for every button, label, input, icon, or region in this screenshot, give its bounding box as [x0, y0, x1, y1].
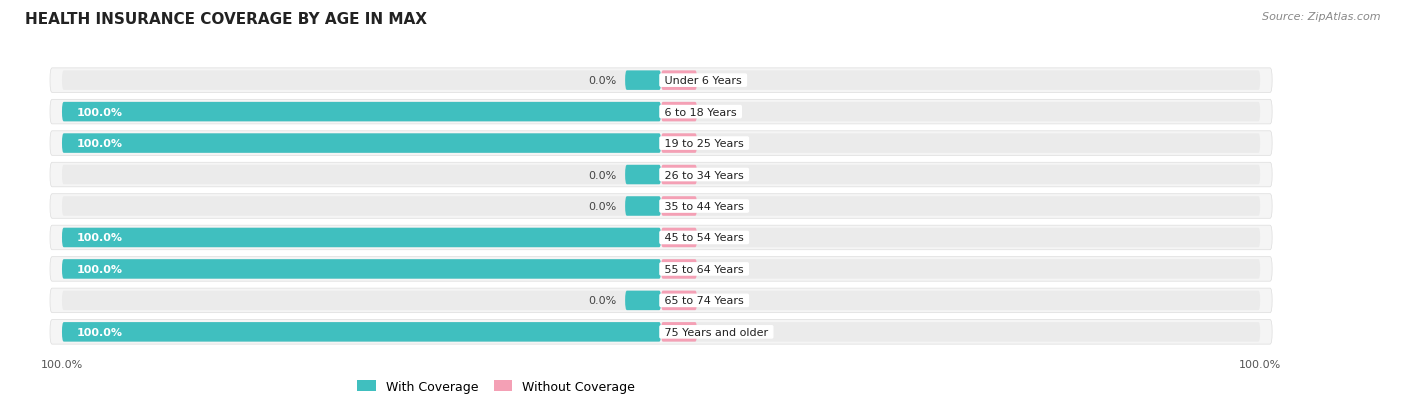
- FancyBboxPatch shape: [661, 165, 1260, 185]
- Text: 6 to 18 Years: 6 to 18 Years: [661, 107, 740, 117]
- Text: Source: ZipAtlas.com: Source: ZipAtlas.com: [1263, 12, 1381, 22]
- Text: 0.0%: 0.0%: [706, 264, 734, 274]
- Text: 55 to 64 Years: 55 to 64 Years: [661, 264, 747, 274]
- Text: 0.0%: 0.0%: [588, 170, 616, 180]
- FancyBboxPatch shape: [661, 102, 697, 122]
- Text: 65 to 74 Years: 65 to 74 Years: [661, 296, 748, 306]
- FancyBboxPatch shape: [661, 134, 697, 154]
- FancyBboxPatch shape: [661, 259, 697, 279]
- Text: 100.0%: 100.0%: [77, 233, 122, 243]
- FancyBboxPatch shape: [62, 228, 661, 248]
- Text: Under 6 Years: Under 6 Years: [661, 76, 745, 86]
- Text: 0.0%: 0.0%: [706, 76, 734, 86]
- Text: 0.0%: 0.0%: [588, 296, 616, 306]
- FancyBboxPatch shape: [51, 100, 1272, 125]
- Text: 100.0%: 100.0%: [77, 327, 122, 337]
- FancyBboxPatch shape: [62, 134, 661, 154]
- FancyBboxPatch shape: [51, 163, 1272, 188]
- FancyBboxPatch shape: [661, 134, 1260, 154]
- FancyBboxPatch shape: [661, 165, 697, 185]
- FancyBboxPatch shape: [661, 291, 697, 311]
- Text: 0.0%: 0.0%: [588, 76, 616, 86]
- FancyBboxPatch shape: [62, 291, 661, 311]
- FancyBboxPatch shape: [51, 288, 1272, 313]
- Text: 100.0%: 100.0%: [77, 264, 122, 274]
- Text: 0.0%: 0.0%: [706, 202, 734, 211]
- FancyBboxPatch shape: [62, 197, 661, 216]
- FancyBboxPatch shape: [62, 102, 661, 122]
- FancyBboxPatch shape: [51, 69, 1272, 93]
- FancyBboxPatch shape: [661, 197, 697, 216]
- FancyBboxPatch shape: [62, 322, 661, 342]
- Text: 26 to 34 Years: 26 to 34 Years: [661, 170, 748, 180]
- FancyBboxPatch shape: [51, 225, 1272, 250]
- FancyBboxPatch shape: [626, 71, 661, 91]
- FancyBboxPatch shape: [661, 71, 1260, 91]
- Text: 35 to 44 Years: 35 to 44 Years: [661, 202, 748, 211]
- FancyBboxPatch shape: [62, 165, 661, 185]
- FancyBboxPatch shape: [62, 228, 661, 248]
- Text: 100.0%: 100.0%: [77, 139, 122, 149]
- FancyBboxPatch shape: [626, 165, 661, 185]
- FancyBboxPatch shape: [51, 320, 1272, 344]
- FancyBboxPatch shape: [51, 257, 1272, 282]
- FancyBboxPatch shape: [661, 71, 697, 91]
- FancyBboxPatch shape: [51, 194, 1272, 219]
- FancyBboxPatch shape: [51, 131, 1272, 156]
- FancyBboxPatch shape: [626, 291, 661, 311]
- FancyBboxPatch shape: [661, 259, 1260, 279]
- FancyBboxPatch shape: [62, 134, 661, 154]
- FancyBboxPatch shape: [62, 322, 661, 342]
- Text: 0.0%: 0.0%: [706, 296, 734, 306]
- Text: HEALTH INSURANCE COVERAGE BY AGE IN MAX: HEALTH INSURANCE COVERAGE BY AGE IN MAX: [25, 12, 427, 27]
- Text: 100.0%: 100.0%: [1239, 359, 1281, 369]
- Text: 0.0%: 0.0%: [706, 327, 734, 337]
- FancyBboxPatch shape: [661, 102, 1260, 122]
- FancyBboxPatch shape: [661, 228, 1260, 248]
- Text: 100.0%: 100.0%: [77, 107, 122, 117]
- Text: 100.0%: 100.0%: [41, 359, 83, 369]
- FancyBboxPatch shape: [661, 291, 1260, 311]
- Text: 0.0%: 0.0%: [706, 107, 734, 117]
- FancyBboxPatch shape: [62, 102, 661, 122]
- Text: 45 to 54 Years: 45 to 54 Years: [661, 233, 748, 243]
- Text: 75 Years and older: 75 Years and older: [661, 327, 772, 337]
- Text: 0.0%: 0.0%: [706, 139, 734, 149]
- Text: 0.0%: 0.0%: [588, 202, 616, 211]
- FancyBboxPatch shape: [626, 197, 661, 216]
- FancyBboxPatch shape: [661, 322, 697, 342]
- Text: 19 to 25 Years: 19 to 25 Years: [661, 139, 748, 149]
- FancyBboxPatch shape: [62, 71, 661, 91]
- FancyBboxPatch shape: [661, 228, 697, 248]
- FancyBboxPatch shape: [62, 259, 661, 279]
- Text: 0.0%: 0.0%: [706, 233, 734, 243]
- FancyBboxPatch shape: [661, 322, 1260, 342]
- FancyBboxPatch shape: [661, 197, 1260, 216]
- FancyBboxPatch shape: [62, 259, 661, 279]
- Legend: With Coverage, Without Coverage: With Coverage, Without Coverage: [353, 375, 640, 398]
- Text: 0.0%: 0.0%: [706, 170, 734, 180]
